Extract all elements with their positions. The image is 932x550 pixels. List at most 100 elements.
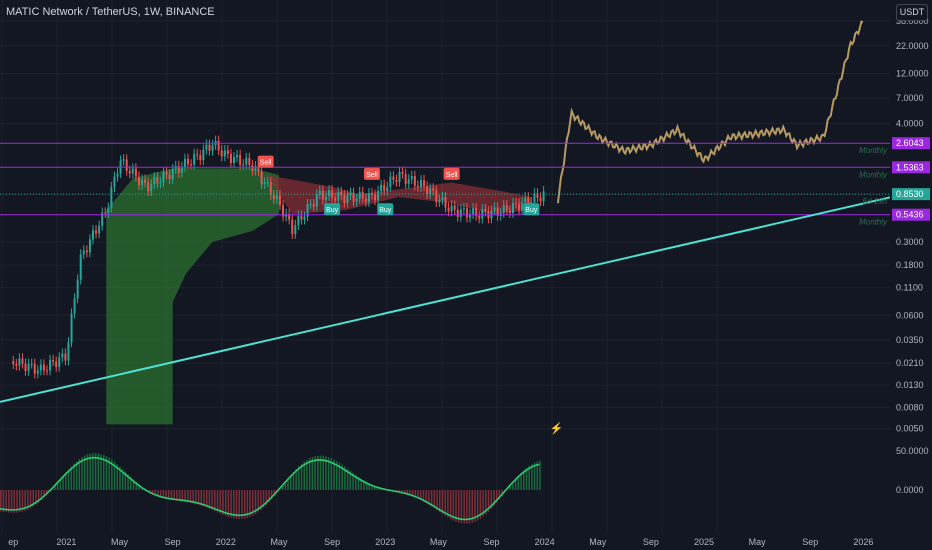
candle-body (36, 370, 39, 374)
candle-body (429, 188, 432, 195)
osc-bar (200, 490, 203, 506)
osc-bar (417, 490, 419, 499)
candle-body (70, 313, 73, 343)
candle-body (46, 370, 49, 372)
osc-bar (154, 490, 156, 496)
osc-bar (246, 490, 249, 518)
price-label-text: 0.5436 (896, 210, 924, 220)
osc-bar (205, 490, 208, 508)
osc-bar (360, 478, 362, 490)
osc-bar (476, 490, 479, 521)
candle-body (453, 205, 456, 210)
osc-bar (252, 490, 254, 516)
osc-bar (346, 468, 349, 490)
osc-bar (365, 481, 368, 490)
osc-bar (363, 480, 365, 490)
osc-bar (100, 453, 102, 490)
buy-signal: Buy (377, 203, 394, 216)
candle-body (101, 212, 104, 226)
candle-body (475, 208, 478, 216)
currency-button[interactable]: USDT (896, 4, 928, 21)
osc-bar (268, 490, 270, 503)
osc-bar (92, 453, 94, 490)
candle-body (134, 168, 137, 177)
osc-bar (108, 457, 110, 490)
osc-bar (338, 462, 341, 490)
candle-body (321, 190, 324, 200)
candle-body (447, 207, 450, 212)
candle-body (52, 360, 55, 362)
osc-bar (32, 490, 35, 507)
osc-bar (433, 490, 436, 509)
osc-bar (319, 455, 322, 490)
osc-line (0, 456, 540, 521)
price-tick-label: 4.0000 (896, 119, 924, 129)
osc-bar (539, 460, 541, 490)
time-tick-label: 2024 (535, 537, 555, 547)
osc-bar (444, 490, 446, 516)
candle-body (349, 192, 352, 196)
candle-body (73, 298, 76, 314)
sell-signal: Sell (443, 167, 460, 180)
osc-bar (436, 490, 438, 511)
price-tick-label: 0.3000 (896, 237, 924, 247)
candle-body (432, 188, 435, 191)
osc-bar (243, 490, 246, 519)
candle-body (374, 194, 377, 201)
candle-body (226, 150, 229, 154)
osc-bar (181, 490, 184, 502)
osc-bar (411, 490, 414, 497)
osc-bar (195, 490, 197, 505)
candle-body (55, 361, 58, 367)
candle-body (110, 187, 113, 208)
osc-bar (257, 490, 259, 513)
time-tick-label: May (589, 537, 607, 547)
candle-body (539, 197, 542, 202)
candle-body (177, 165, 180, 173)
trendline-line (0, 193, 904, 403)
osc-bar (517, 475, 520, 490)
candle-body (361, 191, 364, 199)
price-tick-label: 0.0210 (896, 358, 924, 368)
osc-bar (471, 490, 474, 523)
osc-bar (425, 490, 427, 503)
trendline[interactable] (0, 193, 904, 403)
osc-bar (284, 481, 287, 490)
signal-label: Sell (366, 172, 378, 179)
signal-label: Sell (260, 160, 272, 167)
axis-bg (890, 0, 932, 550)
osc-bar (306, 459, 308, 490)
price-tick-label: 0.1100 (896, 283, 923, 293)
price-label-text: 0.8530 (896, 189, 924, 199)
candle-body (450, 205, 453, 212)
osc-bar (371, 484, 373, 490)
candle-body (423, 180, 426, 187)
candle-body (364, 198, 367, 202)
price-tick-label: 12.0000 (896, 68, 929, 78)
osc-bar (295, 469, 297, 490)
buy-signal: Buy (523, 203, 540, 216)
price-label-text: 2.6043 (896, 138, 924, 148)
candle-body (254, 166, 257, 171)
osc-bar (330, 458, 333, 490)
osc-bar (514, 478, 517, 490)
osc-bar (29, 490, 32, 509)
price-label-box (892, 137, 930, 150)
osc-bar (230, 490, 232, 518)
candle-body (300, 215, 303, 220)
osc-bar (8, 490, 10, 513)
osc-bar (438, 490, 441, 513)
osc-bar (281, 485, 284, 490)
signal-label: Buy (379, 207, 392, 214)
candle-body (337, 191, 340, 201)
cloud-green (106, 168, 279, 425)
candle-body (416, 185, 419, 187)
osc-tick-label: 0.0000 (896, 485, 924, 495)
osc-bar (441, 490, 444, 515)
osc-bar (482, 490, 484, 517)
candle-body (168, 174, 171, 180)
osc-bar (216, 490, 219, 513)
candle-body (211, 145, 214, 151)
osc-bar (119, 466, 121, 490)
